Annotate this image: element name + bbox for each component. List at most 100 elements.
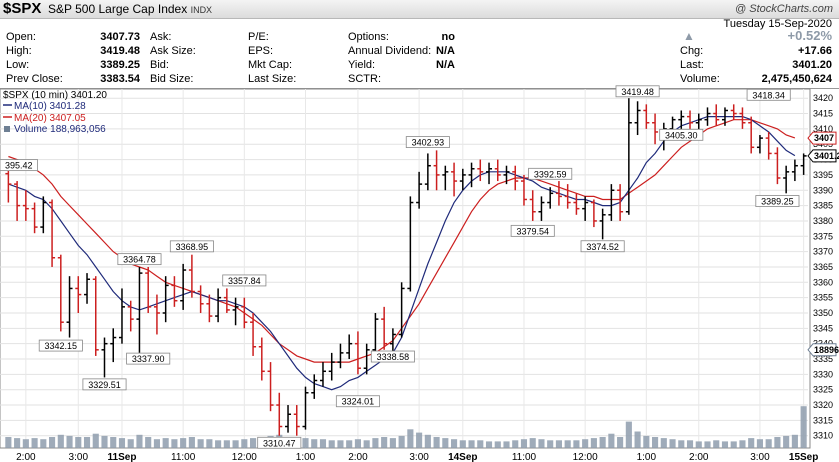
price-label-box	[117, 253, 162, 266]
volume-bar	[31, 438, 38, 448]
exchange-label: INDX	[190, 5, 213, 15]
ohlc-bar	[346, 334, 353, 360]
y-tick-label: 3385	[813, 201, 833, 211]
price-annotations: 395.42 3342.15 3329.51 3364.78 3337.90 3368.9…	[0, 85, 800, 449]
ohlc-bar	[791, 159, 798, 182]
ohlc-bar	[276, 392, 283, 436]
grid-lines	[0, 89, 808, 448]
ohlc-bar	[468, 162, 475, 188]
price-label-box	[126, 352, 171, 365]
x-tick-label: 2:00	[689, 452, 709, 462]
ohlc-bar	[730, 104, 737, 120]
ohlc-bar	[197, 285, 204, 313]
ohlc-bar	[756, 135, 763, 154]
dividend-value: N/A	[436, 45, 455, 57]
volume-bar	[311, 439, 318, 448]
volume-bar	[538, 439, 545, 448]
volume-label: Volume:	[680, 73, 720, 85]
volume-bar	[337, 440, 344, 448]
ohlc-bar	[695, 113, 702, 132]
ohlc-bar	[573, 193, 580, 215]
mkt-cap-label: Mkt Cap:	[248, 59, 293, 71]
volume-bar	[791, 434, 798, 448]
price-label: 3342.15	[38, 339, 83, 352]
y-tick-label: 3320	[813, 400, 833, 410]
volume-bar	[730, 441, 737, 448]
volume-bar	[354, 439, 361, 448]
ohlc-bar	[241, 297, 248, 329]
low-label: Low:	[6, 59, 30, 71]
volume-bar	[232, 440, 239, 448]
price-label-text: 3368.95	[176, 242, 209, 252]
volume-bar	[328, 440, 335, 448]
ohlc-bar	[765, 131, 772, 160]
volume-bar	[765, 439, 772, 448]
ohlc-bar	[555, 181, 562, 206]
right-badge-text: 3401.2	[814, 151, 839, 161]
volume-bar	[721, 441, 729, 448]
y-tick-label: 3345	[813, 323, 833, 333]
price-label-text: 3364.78	[123, 255, 156, 265]
price-label-box	[0, 159, 38, 172]
price-label-text: 3402.93	[412, 138, 445, 148]
price-label-text: 3357.84	[228, 276, 261, 286]
pe-label: P/E:	[248, 31, 269, 43]
volume-bar	[686, 440, 694, 448]
price-label-box	[82, 378, 127, 391]
volume-bar	[49, 437, 56, 448]
volume-bar	[215, 440, 222, 448]
prev-close-value: 3383.54	[100, 73, 140, 85]
brand-logo[interactable]: @ StockCharts.com	[735, 3, 833, 15]
y-tick-label: 3355	[813, 293, 833, 303]
y-tick-label: 3390	[813, 185, 833, 195]
price-label: 3374.52	[580, 240, 625, 253]
ohlc-bar	[494, 159, 501, 182]
ohlc-bar	[398, 282, 405, 338]
volume-bar	[319, 439, 327, 448]
price-label-box	[746, 88, 791, 101]
volume-bar	[652, 437, 659, 448]
y-tick-label: 3365	[813, 262, 833, 272]
ohlc-bar	[652, 113, 659, 145]
ohlc-bar	[311, 374, 318, 399]
volume-bar	[660, 438, 667, 448]
volume-bar	[442, 438, 449, 448]
ohlc-bar	[22, 190, 29, 221]
ohlc-bar	[634, 101, 641, 136]
volume-bar	[485, 441, 493, 448]
x-tick-label: 11:00	[512, 452, 537, 462]
right-badge-box	[807, 149, 837, 163]
price-label: 3357.84	[222, 274, 267, 287]
x-tick-label: 14Sep	[448, 452, 477, 462]
ohlc-bar	[433, 150, 440, 191]
y-tick-label: 3420	[813, 93, 833, 103]
eps-label: EPS:	[248, 45, 274, 57]
price-label-box	[405, 136, 450, 148]
ohlc-bar	[232, 297, 239, 326]
ohlc-bar	[84, 273, 91, 304]
ohlc-bar	[49, 199, 56, 267]
x-axis: 2:00 3:00 11Sep 11:00 12:00 1:00 2:00 3:00 14Sep…	[16, 452, 818, 462]
price-label: 3405.30	[659, 128, 704, 141]
ticker-symbol: $SPX	[3, 0, 42, 17]
right-badge-box	[807, 131, 837, 145]
y-tick-label: 3410	[813, 124, 833, 134]
ask-label: Ask:	[150, 31, 172, 43]
last-size-label: Last Size:	[248, 73, 297, 85]
volume-bar	[625, 421, 632, 448]
volume-bar	[197, 439, 204, 448]
ohlc-bar	[319, 362, 326, 387]
y-axis: 3310331533203325333033353340334533503355…	[813, 93, 833, 441]
price-label: 3329.51	[82, 378, 127, 391]
volume-bar	[564, 440, 571, 448]
ohlc-bar	[188, 254, 195, 298]
ohlc-bar	[31, 202, 38, 234]
y-tick-label: 3375	[813, 231, 833, 241]
price-label-box	[257, 436, 302, 449]
ohlc-bar	[704, 107, 711, 126]
volume-bar	[110, 437, 117, 448]
volume-bar	[136, 434, 143, 448]
ohlc-bar	[215, 288, 222, 323]
